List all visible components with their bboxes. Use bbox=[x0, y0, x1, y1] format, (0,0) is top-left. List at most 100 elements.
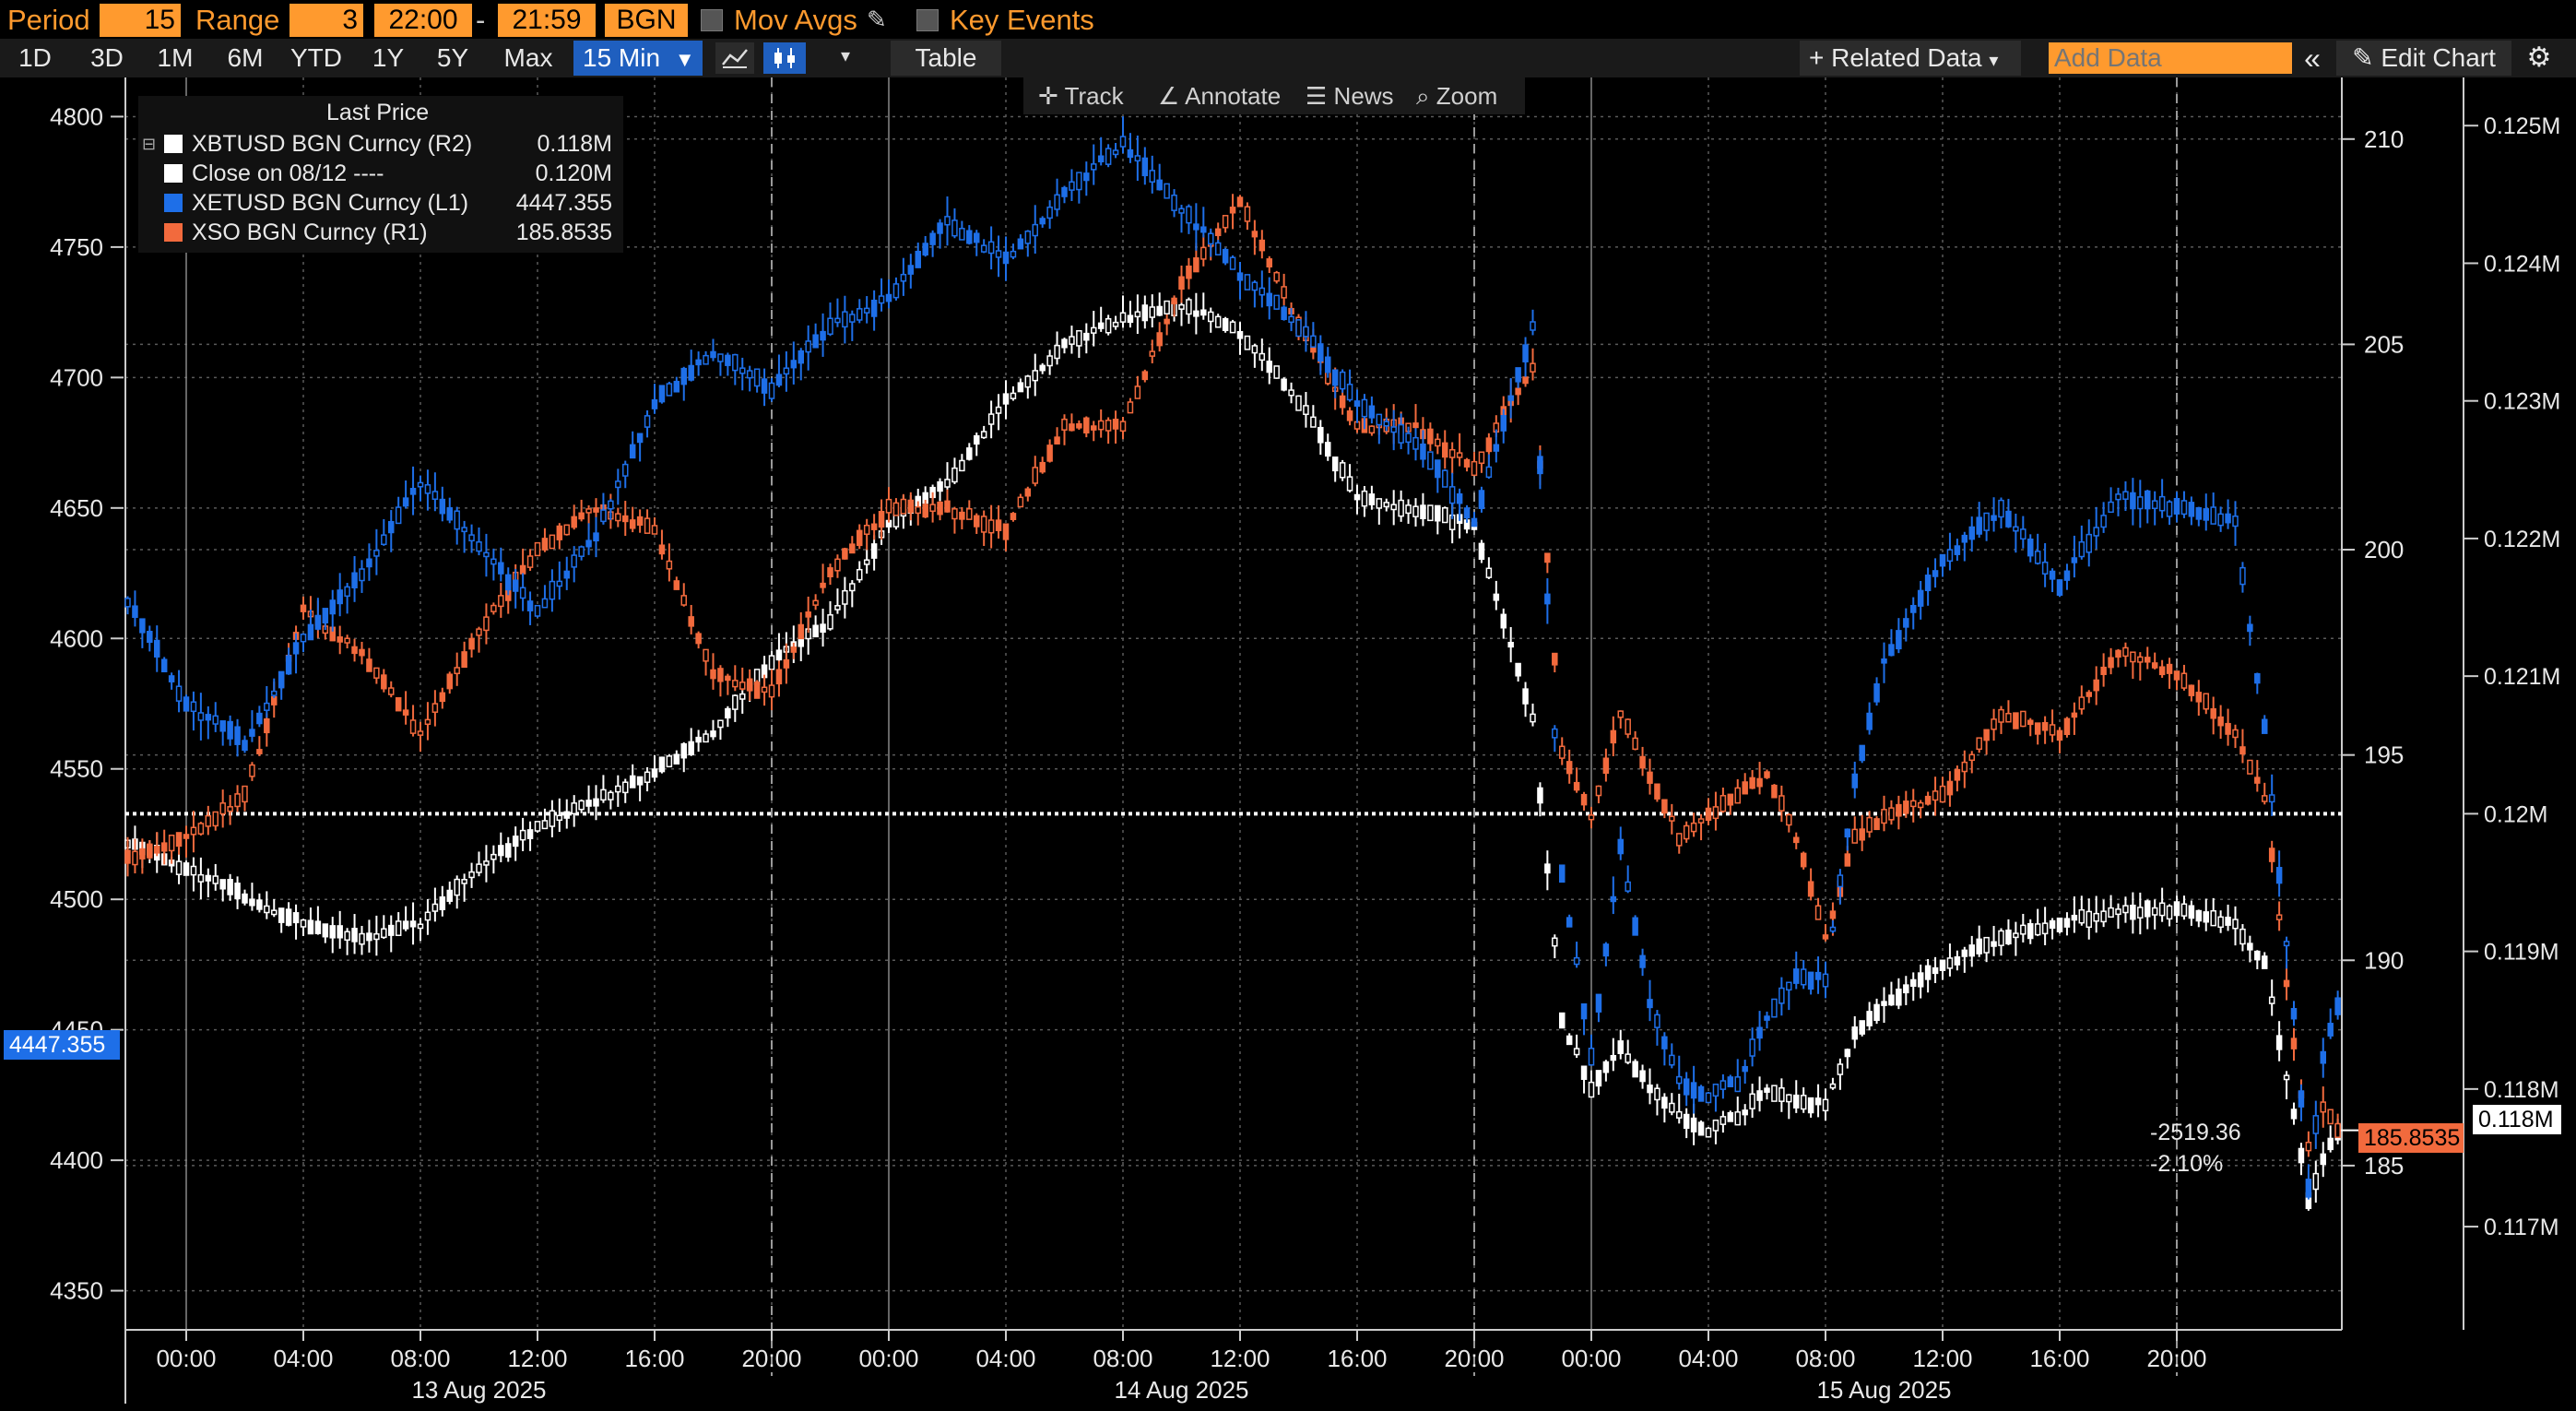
crosshair-icon: ✛ bbox=[1038, 82, 1058, 110]
candle-body bbox=[1054, 194, 1060, 210]
x-axis-tick-label: 08:00 bbox=[1093, 1345, 1152, 1372]
candle-body bbox=[344, 931, 350, 942]
candle-body bbox=[300, 604, 307, 612]
candle-body bbox=[1954, 545, 1961, 555]
candle-body bbox=[775, 649, 783, 661]
related-data-button[interactable]: + Related Data ▾ bbox=[1800, 41, 2021, 76]
candle-body bbox=[1669, 815, 1675, 822]
pencil-icon[interactable]: ✎ bbox=[867, 6, 887, 33]
candle-body bbox=[870, 543, 878, 559]
x-axis-tick-label: 00:00 bbox=[1561, 1345, 1621, 1372]
legend-value: 0.118M bbox=[537, 131, 612, 157]
candle-body bbox=[1318, 343, 1324, 362]
source-input[interactable]: BGN bbox=[605, 4, 688, 37]
candle-body bbox=[197, 712, 205, 721]
candle-body bbox=[1097, 155, 1105, 163]
candle-body bbox=[278, 907, 285, 923]
candle-body bbox=[710, 730, 716, 738]
price-chart[interactable]: 4350440044504500455046004650470047504800… bbox=[0, 77, 2576, 1411]
track-button[interactable]: ✛ Track bbox=[1038, 77, 1124, 114]
candle-body bbox=[1917, 589, 1924, 607]
mov-avgs-checkbox[interactable] bbox=[701, 9, 723, 31]
candle-body bbox=[1141, 371, 1149, 381]
candle-body bbox=[1069, 336, 1075, 345]
zoom-button[interactable]: ⌕ Zoom bbox=[1416, 77, 1497, 114]
candle-body bbox=[1346, 410, 1353, 421]
range-3d[interactable]: 3D bbox=[90, 43, 124, 72]
legend-row-xso[interactable]: XSO BGN Curncy (R1) 185.8535 bbox=[138, 218, 623, 247]
candle-body bbox=[337, 925, 343, 939]
candle-body bbox=[1376, 498, 1383, 509]
mov-avgs-label[interactable]: Mov Avgs bbox=[734, 4, 857, 36]
candle-body bbox=[1800, 968, 1807, 986]
candle-body bbox=[1625, 718, 1631, 735]
r1-axis-tick-label: 210 bbox=[2364, 125, 2404, 153]
candle-body bbox=[892, 283, 900, 299]
candle-body bbox=[1625, 1053, 1631, 1063]
collapse-icon[interactable]: « bbox=[2304, 42, 2321, 75]
candle-body bbox=[2334, 1122, 2341, 1138]
table-button[interactable]: Table bbox=[891, 41, 1001, 76]
legend-row-close[interactable]: Close on 08/12 ---- 0.120M bbox=[138, 159, 623, 188]
annotate-button[interactable]: ∠ Annotate bbox=[1158, 77, 1281, 114]
range-1m[interactable]: 1M bbox=[157, 43, 194, 72]
add-data-input[interactable] bbox=[2049, 42, 2292, 74]
candle-body bbox=[234, 726, 241, 745]
candle-body bbox=[461, 879, 467, 884]
candle-body bbox=[1676, 1075, 1683, 1085]
candle-body bbox=[2071, 557, 2078, 563]
candle-body bbox=[1851, 828, 1858, 844]
candle-body bbox=[1537, 456, 1543, 475]
candle-body bbox=[761, 686, 768, 694]
candle-body bbox=[1325, 442, 1331, 457]
legend-row-eth[interactable]: XETUSD BGN Curncy (L1) 4447.355 bbox=[138, 188, 623, 218]
candle-body bbox=[2137, 907, 2144, 919]
interval-dropdown[interactable]: 15 Min ▼ bbox=[573, 41, 703, 76]
candle-body bbox=[242, 785, 248, 803]
time-from-input[interactable]: 22:00 bbox=[374, 4, 472, 37]
candle-body bbox=[1390, 426, 1397, 433]
candle-body bbox=[1976, 516, 1982, 535]
candle-body bbox=[870, 299, 878, 317]
candle-body bbox=[666, 755, 673, 768]
range-1d[interactable]: 1D bbox=[18, 43, 52, 72]
candle-body bbox=[1427, 504, 1434, 522]
candle-body bbox=[1697, 1121, 1705, 1136]
candle-body bbox=[2268, 996, 2275, 1004]
candle-body bbox=[541, 820, 549, 830]
candle-body bbox=[249, 764, 255, 777]
candle-body bbox=[820, 330, 826, 341]
candle-body bbox=[1097, 420, 1105, 431]
candle-body bbox=[2320, 1101, 2326, 1113]
range-input[interactable]: 3 bbox=[290, 4, 363, 37]
axis-labels: 4350440044504500455046004650470047504800… bbox=[50, 102, 2560, 1404]
range-1y[interactable]: 1Y bbox=[372, 43, 405, 72]
key-events-label[interactable]: Key Events bbox=[950, 4, 1094, 36]
candle-body bbox=[1318, 426, 1324, 444]
candle-body bbox=[849, 583, 856, 592]
candle-body bbox=[2158, 902, 2166, 917]
range-5y[interactable]: 5Y bbox=[436, 43, 469, 72]
legend-name: Close on 08/12 ---- bbox=[192, 160, 384, 186]
key-events-checkbox[interactable] bbox=[916, 9, 939, 31]
collapse-tree-icon[interactable]: ⊟ bbox=[142, 135, 157, 153]
legend-row-btc[interactable]: ⊟ XBTUSD BGN Curncy (R2) 0.118M bbox=[138, 129, 623, 159]
candle-body bbox=[2063, 570, 2071, 581]
interval-label: 15 Min bbox=[583, 43, 661, 72]
period-input[interactable]: 15 bbox=[100, 4, 181, 37]
range-max[interactable]: Max bbox=[503, 43, 553, 72]
time-to-input[interactable]: 21:59 bbox=[498, 4, 596, 37]
candle-body bbox=[1383, 421, 1389, 427]
candlestick-icon[interactable] bbox=[763, 42, 806, 74]
gear-icon[interactable]: ⚙ bbox=[2526, 42, 2552, 73]
chart-type-dropdown[interactable]: ▾ bbox=[819, 42, 878, 74]
news-button[interactable]: ☰ News bbox=[1306, 77, 1394, 114]
range-6m[interactable]: 6M bbox=[227, 43, 264, 72]
line-chart-icon[interactable] bbox=[715, 42, 754, 74]
range-ytd[interactable]: YTD bbox=[290, 43, 342, 72]
candle-body bbox=[1727, 793, 1734, 806]
edit-chart-button[interactable]: ✎ Edit Chart bbox=[2336, 41, 2511, 76]
r1-last-price-tag: 185.8535 bbox=[2358, 1123, 2464, 1153]
candle-body bbox=[783, 367, 790, 375]
r2-axis-tick-label: 0.118M bbox=[2484, 1077, 2559, 1103]
